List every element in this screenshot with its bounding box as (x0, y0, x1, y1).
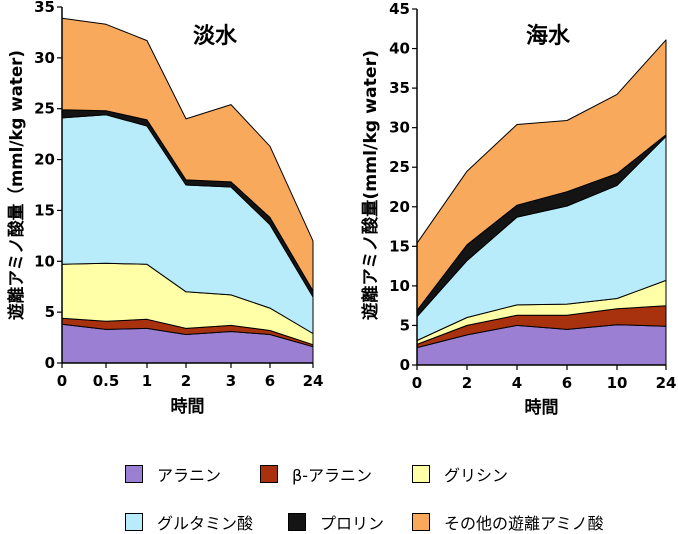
x-tick-label-sea-3: 6 (562, 374, 572, 392)
y-tick-label-sea-5: 25 (389, 158, 410, 176)
legend-swatch-other-amino-acids (412, 513, 430, 531)
legend-label-beta-alanine: β-アラニン (292, 466, 372, 485)
legend-swatch-beta-alanine (260, 465, 278, 483)
y-axis-title-sea: 遊離アミノ酸量(mml/kg water) (360, 50, 381, 320)
y-tick-label-sea-2: 10 (389, 277, 410, 295)
x-tick-label-sea-5: 24 (656, 374, 677, 392)
legend-label-glycine: グリシン (444, 466, 509, 485)
legend-item-glycine: グリシン (412, 462, 508, 486)
legend-swatch-glutamic-acid (125, 513, 143, 531)
chart-title-fresh: 淡水 (193, 24, 238, 49)
x-tick-label-fresh-4: 3 (226, 372, 236, 390)
legend-swatch-alanine (125, 465, 143, 483)
y-tick-label-fresh-5: 25 (34, 100, 55, 118)
x-axis-title-sea: 時間 (525, 397, 559, 418)
legend-item-alanine: アラニン (125, 462, 221, 486)
legend-swatch-proline (288, 513, 306, 531)
x-tick-label-fresh-0: 0 (57, 372, 67, 390)
y-tick-label-sea-0: 0 (400, 356, 410, 374)
chart-title-sea: 海水 (526, 23, 571, 49)
area-sea-series-5 (416, 39, 667, 311)
legend-item-other-amino-acids: その他の遊離アミノ酸 (412, 510, 604, 534)
y-tick-label-fresh-3: 15 (34, 201, 55, 219)
legend-item-proline: プロリン (288, 510, 384, 534)
legend-item-glutamic-acid: グルタミン酸 (125, 510, 253, 534)
y-tick-label-fresh-4: 20 (34, 151, 55, 169)
y-tick-label-sea-7: 35 (389, 79, 410, 97)
y-tick-label-sea-9: 45 (389, 0, 410, 18)
y-tick-label-sea-1: 5 (400, 316, 410, 334)
y-tick-label-fresh-7: 35 (34, 0, 55, 16)
y-tick-label-sea-3: 15 (389, 237, 410, 255)
legend-label-other-amino-acids: その他の遊離アミノ酸 (444, 514, 604, 533)
x-axis-title-fresh: 時間 (171, 396, 205, 417)
x-tick-label-sea-1: 2 (462, 374, 472, 392)
x-tick-label-fresh-2: 1 (142, 372, 152, 390)
legend-swatch-glycine (412, 465, 430, 483)
area-fresh-series-5 (61, 17, 314, 292)
x-tick-label-fresh-1: 0.5 (93, 372, 120, 390)
x-tick-label-sea-2: 4 (512, 374, 522, 392)
x-tick-label-fresh-3: 2 (181, 372, 191, 390)
y-tick-label-sea-4: 20 (389, 198, 410, 216)
legend-label-alanine: アラニン (157, 466, 222, 485)
legend-item-beta-alanine: β-アラニン (260, 462, 372, 486)
x-tick-label-fresh-5: 6 (265, 372, 275, 390)
x-tick-label-sea-4: 10 (607, 374, 628, 392)
y-tick-label-fresh-1: 5 (45, 303, 55, 321)
x-tick-label-fresh-6: 24 (303, 372, 324, 390)
y-tick-label-fresh-2: 10 (34, 252, 55, 270)
y-tick-label-fresh-0: 0 (45, 354, 55, 372)
y-tick-label-fresh-6: 30 (34, 49, 55, 67)
y-axis-title-fresh: 遊離アミノ酸量（mml/kg water) (6, 50, 27, 320)
legend-label-proline: プロリン (320, 514, 385, 533)
x-tick-label-sea-0: 0 (412, 374, 422, 392)
legend-label-glutamic-acid: グルタミン酸 (157, 514, 254, 533)
y-tick-label-sea-6: 30 (389, 119, 410, 137)
y-tick-label-sea-8: 40 (389, 40, 410, 58)
